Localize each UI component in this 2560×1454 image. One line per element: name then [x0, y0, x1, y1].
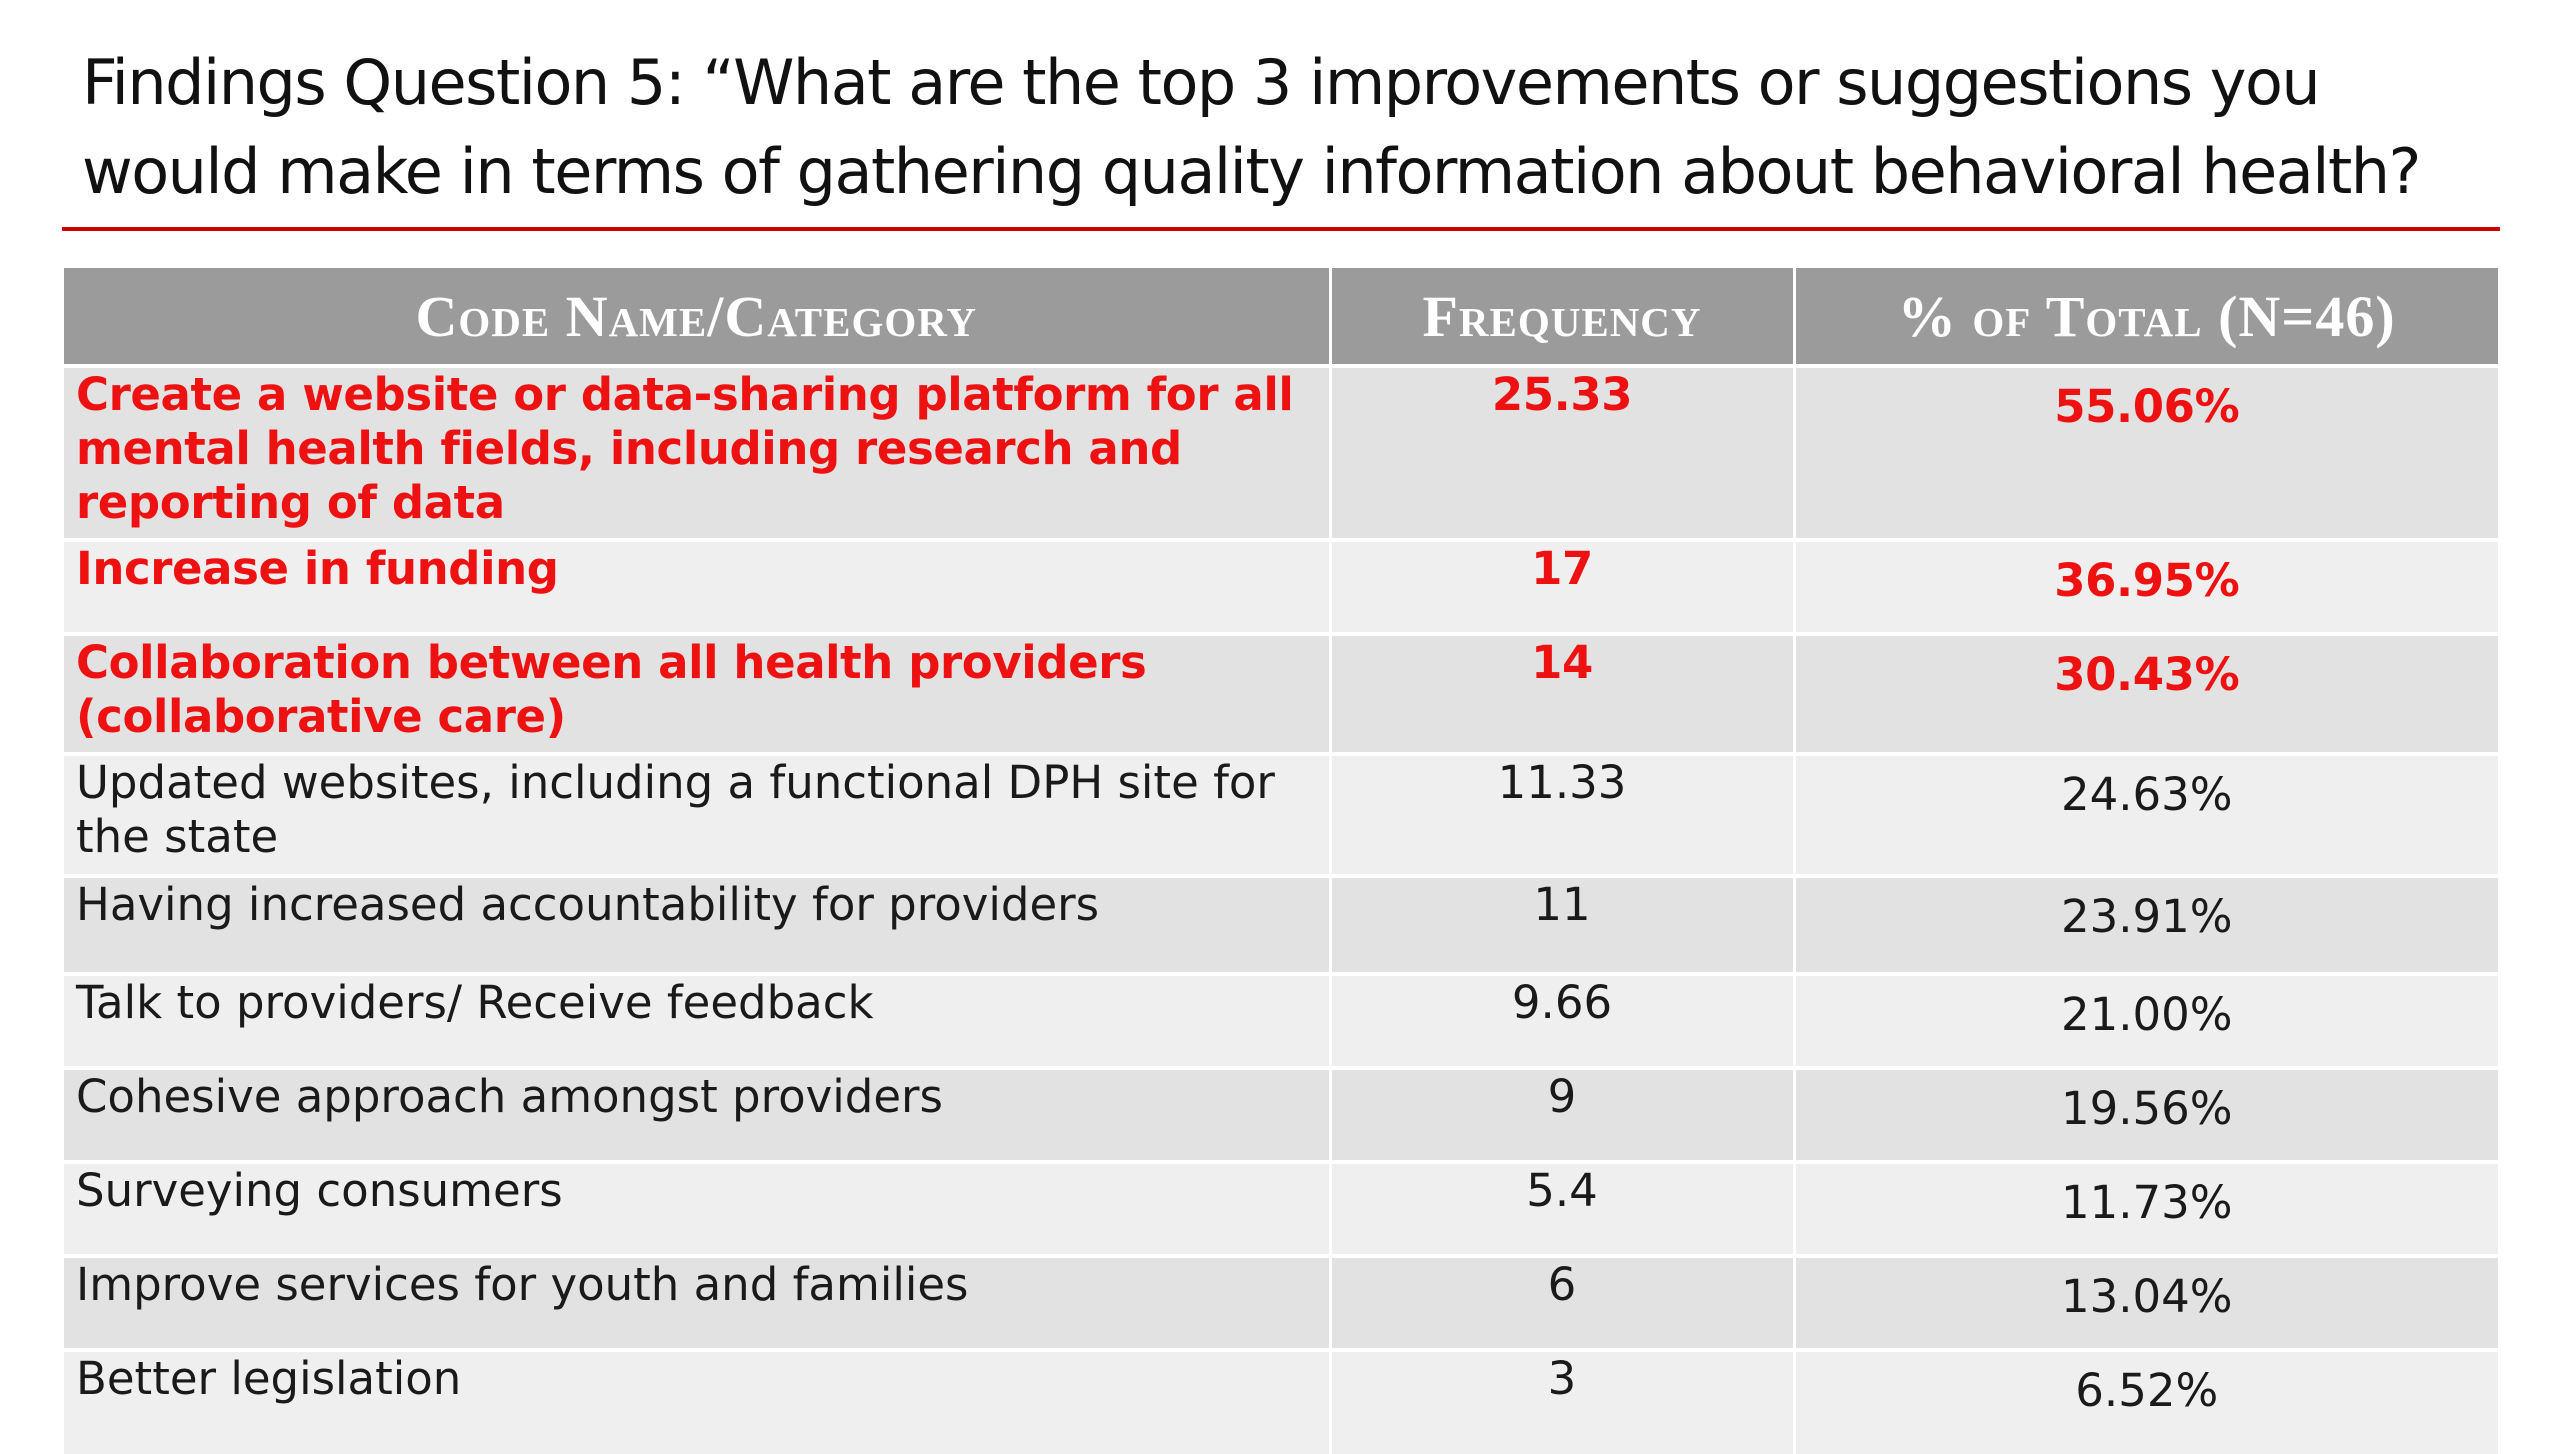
cell-percent: 11.73% [1794, 1160, 2498, 1256]
cell-percent: 6.52% [1794, 1348, 2498, 1454]
cell-category: Updated websites, including a functional… [64, 752, 1332, 876]
cell-category: Better legislation [64, 1348, 1332, 1454]
cell-frequency: 6 [1330, 1254, 1796, 1350]
cell-percent: 13.04% [1794, 1254, 2498, 1350]
header-percent: % of Total (N=46) [1794, 268, 2498, 366]
cell-frequency: 3 [1330, 1348, 1796, 1454]
findings-table: Code Name/Category Frequency % of Total … [64, 268, 2498, 1454]
cell-category: Collaboration between all health provide… [64, 632, 1332, 754]
cell-category: Increase in funding [64, 538, 1332, 634]
cell-category: Having increased accountability for prov… [64, 874, 1332, 974]
cell-frequency: 25.33 [1330, 364, 1796, 540]
header-frequency: Frequency [1330, 268, 1796, 366]
cell-category: Cohesive approach amongst providers [64, 1066, 1332, 1162]
cell-frequency: 9.66 [1330, 972, 1796, 1068]
cell-category: Improve services for youth and families [64, 1254, 1332, 1350]
table-row: Create a website or data-sharing platfor… [64, 364, 2498, 540]
cell-frequency: 11 [1330, 874, 1796, 974]
table-row: Better legislation 3 6.52% [64, 1348, 2498, 1454]
title-underline [62, 227, 2500, 231]
cell-frequency: 5.4 [1330, 1160, 1796, 1256]
cell-percent: 55.06% [1794, 364, 2498, 540]
cell-percent: 30.43% [1794, 632, 2498, 754]
table-row: Cohesive approach amongst providers 9 19… [64, 1066, 2498, 1162]
cell-category: Create a website or data-sharing platfor… [64, 364, 1332, 540]
table-row: Updated websites, including a functional… [64, 752, 2498, 876]
cell-percent: 23.91% [1794, 874, 2498, 974]
cell-frequency: 9 [1330, 1066, 1796, 1162]
slide-title: Findings Question 5: “What are the top 3… [82, 46, 2421, 208]
cell-frequency: 14 [1330, 632, 1796, 754]
cell-percent: 19.56% [1794, 1066, 2498, 1162]
cell-frequency: 17 [1330, 538, 1796, 634]
table-row: Having increased accountability for prov… [64, 874, 2498, 974]
cell-percent: 21.00% [1794, 972, 2498, 1068]
table-row: Talk to providers/ Receive feedback 9.66… [64, 972, 2498, 1068]
cell-percent: 36.95% [1794, 538, 2498, 634]
table-row: Improve services for youth and families … [64, 1254, 2498, 1350]
table-header-row: Code Name/Category Frequency % of Total … [64, 268, 2498, 366]
cell-percent: 24.63% [1794, 752, 2498, 876]
table-row: Increase in funding 17 36.95% [64, 538, 2498, 634]
table-row: Surveying consumers 5.4 11.73% [64, 1160, 2498, 1256]
header-category: Code Name/Category [64, 268, 1332, 366]
cell-category: Talk to providers/ Receive feedback [64, 972, 1332, 1068]
table-row: Collaboration between all health provide… [64, 632, 2498, 754]
cell-frequency: 11.33 [1330, 752, 1796, 876]
cell-category: Surveying consumers [64, 1160, 1332, 1256]
